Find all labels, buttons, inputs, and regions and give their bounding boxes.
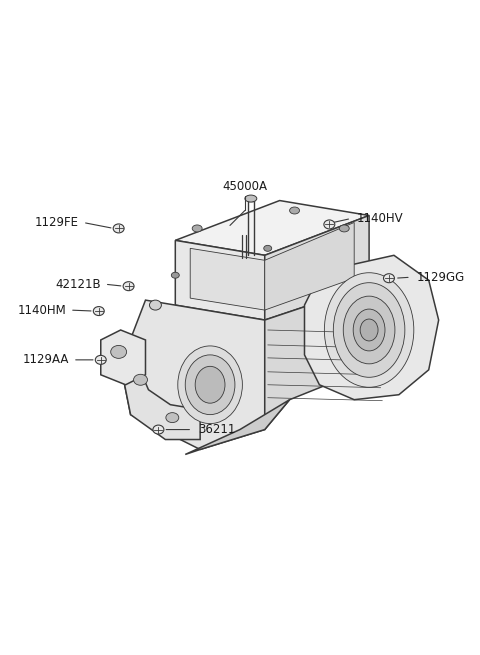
Polygon shape [190, 248, 265, 310]
Polygon shape [175, 240, 265, 320]
Ellipse shape [264, 246, 272, 252]
Ellipse shape [123, 282, 134, 291]
Text: 1129GG: 1129GG [417, 271, 465, 284]
Text: 1140HV: 1140HV [357, 212, 404, 225]
Ellipse shape [360, 319, 378, 341]
Ellipse shape [324, 220, 335, 229]
Ellipse shape [339, 225, 349, 232]
Ellipse shape [96, 356, 106, 364]
Ellipse shape [195, 366, 225, 403]
Ellipse shape [353, 309, 385, 351]
Polygon shape [265, 285, 389, 430]
Ellipse shape [113, 224, 124, 233]
Ellipse shape [289, 207, 300, 214]
Text: 1129AA: 1129AA [23, 353, 69, 366]
Polygon shape [120, 360, 200, 440]
Ellipse shape [133, 374, 147, 385]
Polygon shape [185, 400, 289, 455]
Ellipse shape [149, 300, 161, 310]
Text: 1140HM: 1140HM [17, 303, 66, 316]
Ellipse shape [178, 346, 242, 424]
Ellipse shape [153, 425, 164, 434]
Text: 45000A: 45000A [222, 179, 267, 193]
Ellipse shape [333, 283, 405, 377]
Ellipse shape [185, 355, 235, 415]
Ellipse shape [343, 296, 395, 364]
Polygon shape [175, 200, 369, 255]
Ellipse shape [171, 272, 179, 278]
Ellipse shape [245, 195, 257, 202]
Polygon shape [101, 330, 145, 384]
Ellipse shape [166, 413, 179, 422]
Ellipse shape [384, 274, 395, 283]
Text: 42121B: 42121B [55, 278, 101, 291]
Ellipse shape [324, 272, 414, 387]
Ellipse shape [192, 225, 202, 232]
Ellipse shape [93, 307, 104, 316]
Ellipse shape [111, 345, 127, 358]
Polygon shape [120, 300, 265, 449]
Polygon shape [265, 223, 354, 310]
Polygon shape [265, 215, 369, 320]
Text: 36211: 36211 [198, 423, 236, 436]
Polygon shape [304, 255, 439, 400]
Text: 1129FE: 1129FE [35, 216, 79, 229]
